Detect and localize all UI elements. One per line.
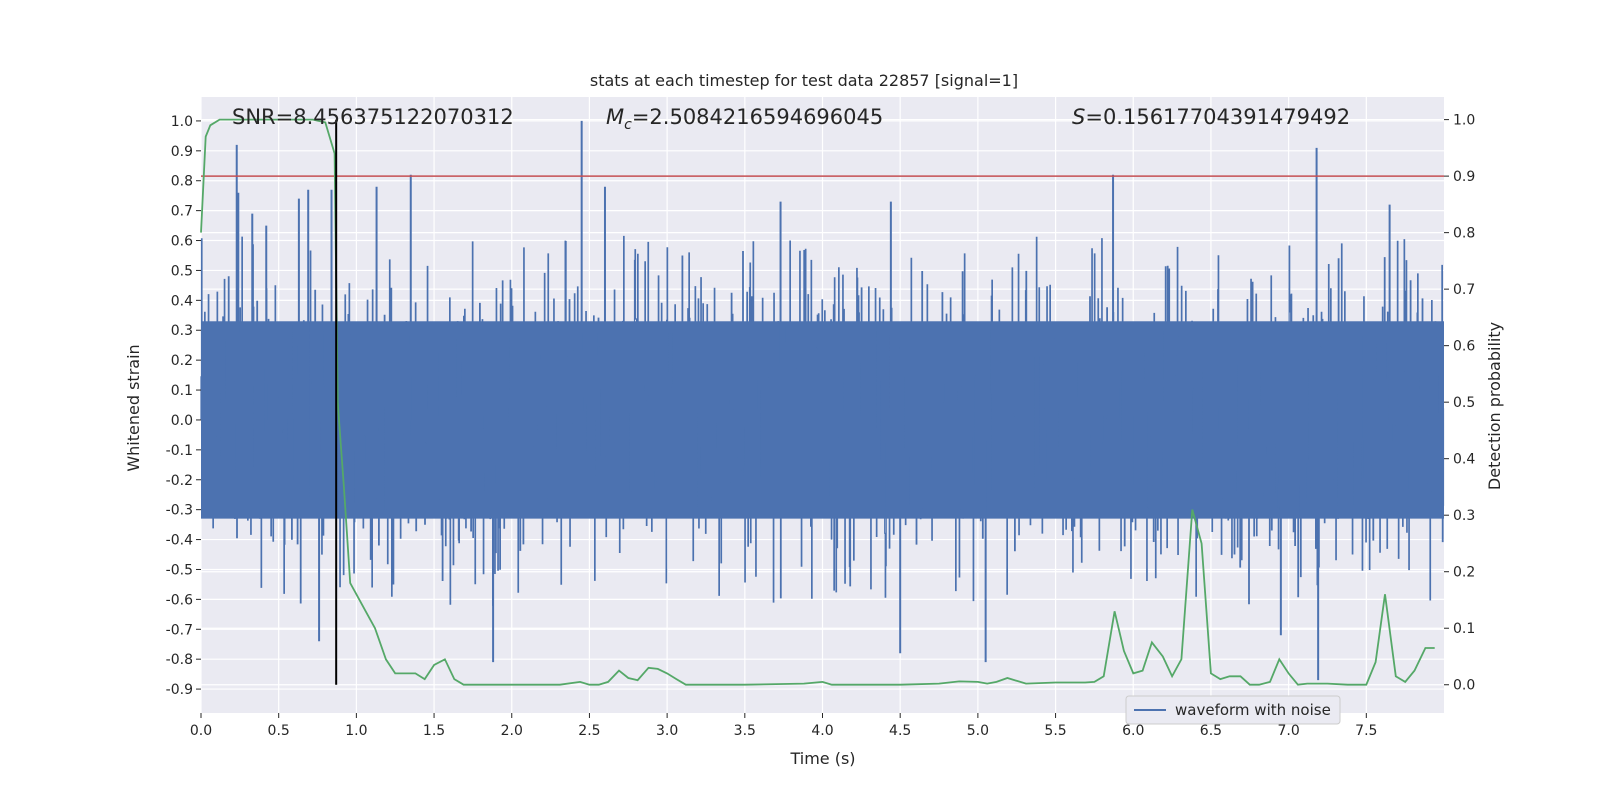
y-right-tick-label: 0.8 (1453, 226, 1475, 242)
x-tick-label: 1.0 (345, 723, 367, 739)
x-tick-label: 5.5 (1044, 723, 1066, 739)
y-left-tick-label: -0.7 (166, 622, 193, 638)
legend-box (1125, 695, 1341, 725)
y-left-tick-label: -0.9 (166, 682, 193, 698)
y-left-tick-label: 1.0 (171, 114, 193, 130)
s-symbol: S (1072, 105, 1085, 129)
y-left-tick-label: -0.1 (166, 443, 193, 459)
y-left-axis-label: Whitened strain (124, 344, 143, 471)
mc-subscript: c (624, 117, 632, 133)
y-left-tick-label: 0.2 (171, 353, 193, 369)
y-left-tick-label: 0.0 (171, 413, 193, 429)
y-right-tick-label: 0.5 (1453, 395, 1475, 411)
legend[interactable]: waveform with noise (1125, 695, 1341, 725)
mc-symbol: M (606, 105, 624, 129)
x-tick-label: 4.0 (811, 723, 833, 739)
s-annotation: S=0.15617704391479492 (1072, 105, 1350, 129)
x-tick-label: 2.5 (578, 723, 600, 739)
x-tick-label: 0.0 (190, 723, 212, 739)
y-right-tick-label: 0.6 (1453, 339, 1475, 355)
y-left-tick-label: -0.2 (166, 473, 193, 489)
mc-value: =2.5084216594696045 (632, 105, 883, 129)
y-right-axis-label: Detection probability (1485, 322, 1504, 490)
chirp-mass-annotation: Mc=2.5084216594696045 (606, 105, 883, 133)
y-left-tick-label: 0.4 (171, 293, 193, 309)
y-left-tick-label: 0.1 (171, 383, 193, 399)
detection-probability-line (200, 118, 1435, 686)
y-left-tick-label: -0.6 (166, 592, 193, 608)
y-left-tick-label: -0.8 (166, 652, 193, 668)
y-left-tick-label: 0.9 (171, 144, 193, 160)
y-left-tick-label: -0.5 (166, 562, 193, 578)
x-tick-label: 5.0 (967, 723, 989, 739)
y-left-tick-label: 0.8 (171, 174, 193, 190)
y-right-tick-label: 1.0 (1453, 113, 1475, 129)
x-tick-label: 6.0 (1122, 723, 1144, 739)
y-left-tick-label: 0.6 (171, 234, 193, 250)
legend-label-waveform: waveform with noise (1175, 701, 1331, 719)
chart-title: stats at each timestep for test data 228… (590, 71, 1018, 90)
y-right-tick-label: 0.0 (1453, 678, 1475, 694)
x-tick-label: 3.0 (656, 723, 678, 739)
x-tick-label: 7.0 (1277, 723, 1299, 739)
y-left-tick-label: 0.3 (171, 323, 193, 339)
y-right-tick-label: 0.3 (1453, 508, 1475, 524)
y-left-axis-ticks: 1.0 0.9 0.8 0.7 0.6 0.5 0.4 0.3 0.2 0.1 0.0 -0.1 -0.… (166, 114, 201, 698)
y-right-tick-label: 0.1 (1453, 621, 1475, 637)
x-tick-label: 1.5 (423, 723, 445, 739)
x-axis-ticks: 0.0 0.5 1.0 1.5 2.0 2.5 3.0 3.5 4.0 4.5 5.0 5.5 6.0 6… (190, 713, 1377, 739)
x-axis-label: Time (s) (789, 749, 855, 768)
x-tick-label: 2.0 (501, 723, 523, 739)
x-tick-label: 0.5 (268, 723, 290, 739)
y-left-tick-label: -0.4 (166, 533, 193, 549)
s-value: =0.15617704391479492 (1085, 105, 1350, 129)
y-left-tick-label: 0.7 (171, 204, 193, 220)
y-right-tick-label: 0.7 (1453, 282, 1475, 298)
waveform-series (200, 120, 1445, 681)
x-tick-label: 3.5 (734, 723, 756, 739)
x-tick-label: 6.5 (1200, 723, 1222, 739)
y-right-axis-ticks: 1.0 0.9 0.8 0.7 0.6 0.5 0.4 0.3 0.2 0.1 0.0 (1444, 113, 1475, 694)
y-left-tick-label: -0.3 (166, 503, 193, 519)
waveform-trace (200, 235, 1445, 606)
y-left-tick-label: 0.5 (171, 263, 193, 279)
snr-annotation: SNR=8.456375122070312 (232, 105, 514, 129)
y-right-tick-label: 0.4 (1453, 452, 1475, 468)
x-tick-label: 4.5 (889, 723, 911, 739)
y-right-tick-label: 0.9 (1453, 169, 1475, 185)
x-tick-label: 7.5 (1355, 723, 1377, 739)
y-right-tick-label: 0.2 (1453, 565, 1475, 581)
